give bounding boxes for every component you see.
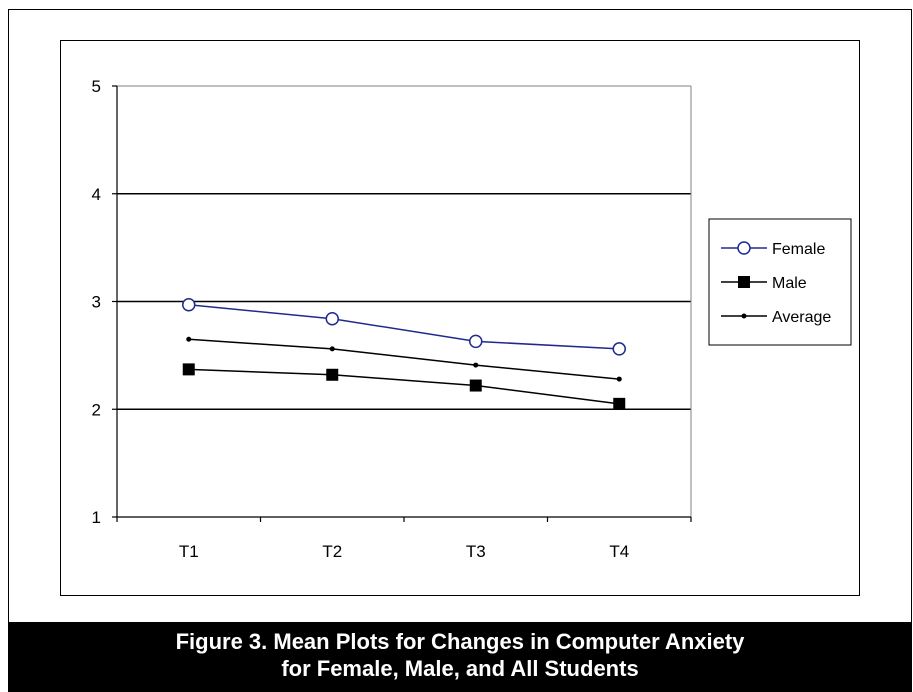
female-point <box>325 311 339 326</box>
female-series-line <box>188 303 620 350</box>
legend-marker-average <box>741 313 747 319</box>
y-tick-label: 4 <box>92 185 101 204</box>
legend-marker-female <box>737 241 751 255</box>
y-tick-label: 2 <box>92 400 101 419</box>
x-tick-label: T4 <box>609 542 629 561</box>
legend-marker-male <box>738 276 750 288</box>
average-point <box>329 346 335 352</box>
figure-caption: Figure 3. Mean Plots for Changes in Comp… <box>8 622 912 692</box>
male-point <box>469 379 482 392</box>
caption-line-2: for Female, Male, and All Students <box>281 656 639 681</box>
male-point <box>326 368 339 381</box>
legend-label-average: Average <box>772 309 831 326</box>
y-tick-label: 3 <box>92 293 101 312</box>
male-series-line <box>188 368 620 405</box>
average-point <box>616 376 622 382</box>
chart-area: 1 2 3 4 5 T1 T2 T3 T4 Female Male Average <box>60 40 860 596</box>
average-point <box>473 362 479 368</box>
y-tick-label: 5 <box>92 77 101 96</box>
y-tick-label: 1 <box>92 508 101 527</box>
average-point <box>186 336 192 342</box>
x-tick-label: T3 <box>466 542 486 561</box>
male-point <box>613 397 626 410</box>
female-point <box>182 297 196 312</box>
female-point <box>612 342 626 356</box>
legend-label-female: Female <box>772 241 825 258</box>
male-point <box>182 363 195 376</box>
female-point <box>469 334 483 349</box>
legend-label-male: Male <box>772 275 807 292</box>
average-series-line <box>188 338 620 380</box>
x-tick-label: T2 <box>322 542 342 561</box>
line-chart: 1 2 3 4 5 T1 T2 T3 T4 Female Male Average <box>92 77 852 561</box>
caption-line-1: Figure 3. Mean Plots for Changes in Comp… <box>175 629 745 654</box>
x-tick-label: T1 <box>179 542 199 561</box>
